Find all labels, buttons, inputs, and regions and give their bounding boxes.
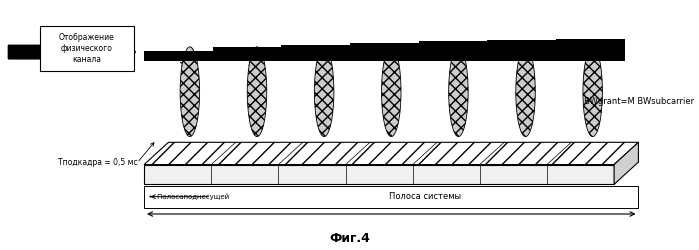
Bar — [350, 43, 419, 61]
Text: Полоса системы: Полоса системы — [389, 192, 461, 201]
Text: Фиг.4: Фиг.4 — [329, 232, 370, 245]
Text: BWgrant=M BWsubcarrier: BWgrant=M BWsubcarrier — [584, 97, 694, 106]
Bar — [144, 186, 638, 208]
Bar — [556, 39, 624, 61]
Bar — [144, 51, 212, 61]
Polygon shape — [144, 164, 614, 184]
Bar — [419, 42, 487, 61]
Ellipse shape — [180, 47, 200, 136]
Ellipse shape — [516, 47, 535, 136]
Ellipse shape — [315, 47, 334, 136]
Ellipse shape — [382, 47, 401, 136]
Polygon shape — [614, 142, 638, 184]
Text: Тподкадра = 0,5 мс: Тподкадра = 0,5 мс — [57, 158, 137, 167]
Ellipse shape — [247, 47, 267, 136]
FancyArrow shape — [8, 43, 127, 61]
Ellipse shape — [449, 47, 468, 136]
Bar — [282, 45, 350, 61]
Text: Отображение
физического
канала: Отображение физического канала — [59, 33, 115, 64]
Bar — [40, 26, 134, 70]
Polygon shape — [144, 142, 638, 165]
Ellipse shape — [583, 47, 603, 136]
Text: ← Полосаподнесущей: ← Полосаподнесущей — [149, 194, 229, 200]
Bar — [212, 47, 282, 61]
Bar — [487, 40, 556, 61]
